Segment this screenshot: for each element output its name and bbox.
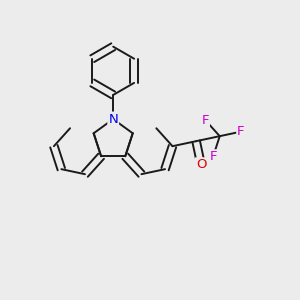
Text: F: F — [237, 125, 245, 138]
Text: F: F — [209, 150, 217, 163]
Text: F: F — [201, 113, 209, 127]
Text: O: O — [196, 158, 206, 171]
Text: N: N — [108, 112, 118, 126]
